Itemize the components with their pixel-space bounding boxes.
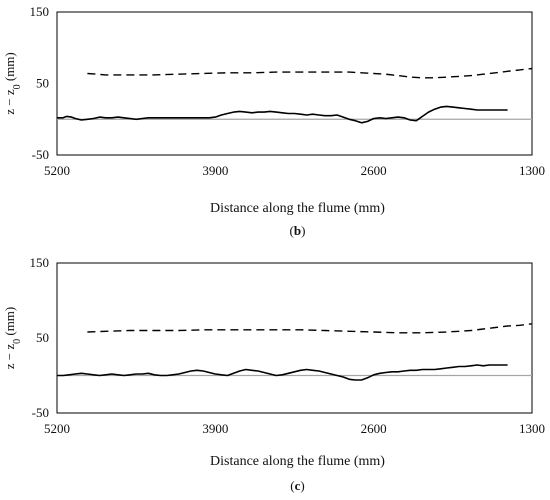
panel-label: b <box>294 223 301 238</box>
solid-series-line <box>57 105 508 124</box>
plot-frame <box>56 262 533 414</box>
dashed-series-line <box>87 67 533 79</box>
y-axis-label-part: z − z <box>2 89 17 115</box>
y-axis-label: z − z0 (mm) <box>2 307 23 370</box>
x-tick-label: 2600 <box>361 421 387 436</box>
x-tick-label: 1300 <box>519 421 545 436</box>
x-tick-label: 3900 <box>202 421 228 436</box>
y-tick-label: 150 <box>30 255 50 270</box>
panel-caption: (c) <box>290 478 304 493</box>
plot-frame <box>56 11 533 156</box>
y-axis-label-part: (mm) <box>2 52 17 84</box>
y-tick-label: -50 <box>32 405 49 420</box>
y-tick-label: 150 <box>30 4 50 19</box>
x-axis-label: Distance along the flume (mm) <box>210 201 385 216</box>
x-tick-label: 5200 <box>44 421 70 436</box>
y-axis-label-part: (mm) <box>2 307 17 339</box>
dashed-series-line <box>87 323 533 334</box>
panel-caption: (b) <box>290 223 306 238</box>
panel-label: c <box>295 478 301 493</box>
solid-series-line <box>57 364 508 381</box>
y-axis-label-part: 0 <box>12 339 23 344</box>
y-tick-label: -50 <box>32 147 49 162</box>
y-axis-label-part: 0 <box>12 84 23 89</box>
x-axis-label: Distance along the flume (mm) <box>210 454 385 469</box>
x-tick-label: 1300 <box>519 163 545 178</box>
x-tick-label: 3900 <box>202 163 228 178</box>
y-tick-label: 50 <box>36 76 49 91</box>
x-tick-label: 2600 <box>361 163 387 178</box>
y-axis-label: z − z0 (mm) <box>2 52 23 115</box>
y-tick-label: 50 <box>36 330 49 345</box>
x-tick-label: 5200 <box>44 163 70 178</box>
y-axis-label-part: z − z <box>2 344 17 370</box>
